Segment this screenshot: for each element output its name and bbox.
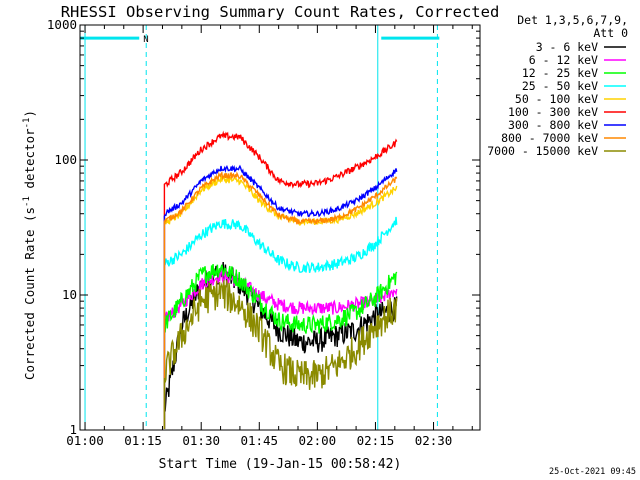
y-tick-label: 1 [69, 422, 77, 437]
y-axis-label: Corrected Count Rate (s-1 detector-1) [22, 110, 37, 380]
x-tick-label: 01:45 [240, 433, 278, 448]
y-axis-label-sup2: -1 [22, 118, 32, 129]
legend-entry-label: 12 - 25 keV [522, 66, 598, 80]
footer-timestamp: 25-Oct-2021 09:45 [549, 467, 636, 477]
series-line-1 [163, 269, 398, 429]
legend-entry-label: 7000 - 15000 keV [487, 144, 598, 158]
series-layer [163, 130, 398, 429]
series-line-6 [163, 164, 398, 429]
series-line-2 [163, 263, 398, 429]
series-line-3 [163, 216, 398, 429]
x-tick-label: 02:30 [415, 433, 453, 448]
legend-entry-label: 50 - 100 keV [515, 92, 598, 106]
chart-title: RHESSI Observing Summary Count Rates, Co… [61, 3, 500, 21]
legend-entry-label: 800 - 7000 keV [501, 131, 598, 145]
legend-header-line2: Att 0 [593, 26, 628, 40]
x-tick-label: 01:15 [124, 433, 162, 448]
y-axis-label-mid: detector [22, 128, 37, 196]
night-label: N [143, 35, 148, 45]
y-tick-label: 1000 [47, 17, 77, 32]
y-axis-label-sup1: -1 [22, 196, 32, 207]
legend-entry-label: 25 - 50 keV [522, 79, 598, 93]
y-tick-label: 100 [54, 152, 77, 167]
series-line-7 [163, 171, 398, 429]
legend-entry-label: 100 - 300 keV [508, 105, 598, 119]
series-line-8 [163, 280, 398, 429]
series-line-5 [163, 130, 398, 429]
x-tick-label: 02:15 [357, 433, 395, 448]
legend-entry-label: 3 - 6 keV [536, 40, 598, 54]
plot-frame [79, 24, 481, 431]
legend-header-line1: Det 1,3,5,6,7,9, [517, 13, 628, 27]
legend-entry-label: 300 - 800 keV [508, 118, 598, 132]
axes-layer: 01:00 01:15 01:30 01:45 02:00 02:15 02:30 1 10 10… [47, 17, 481, 448]
y-axis-label-suffix: ) [22, 110, 37, 118]
legend-entry-label: 6 - 12 keV [529, 53, 598, 67]
x-tick-label: 01:00 [66, 433, 104, 448]
y-tick-label: 10 [62, 287, 77, 302]
plot-area: N [80, 25, 440, 430]
x-tick-label: 02:00 [299, 433, 337, 448]
y-axis-label-prefix: Corrected Count Rate (s [22, 207, 37, 380]
x-tick-label: 01:30 [182, 433, 220, 448]
x-axis-label: Start Time (19-Jan-15 00:58:42) [159, 457, 402, 472]
